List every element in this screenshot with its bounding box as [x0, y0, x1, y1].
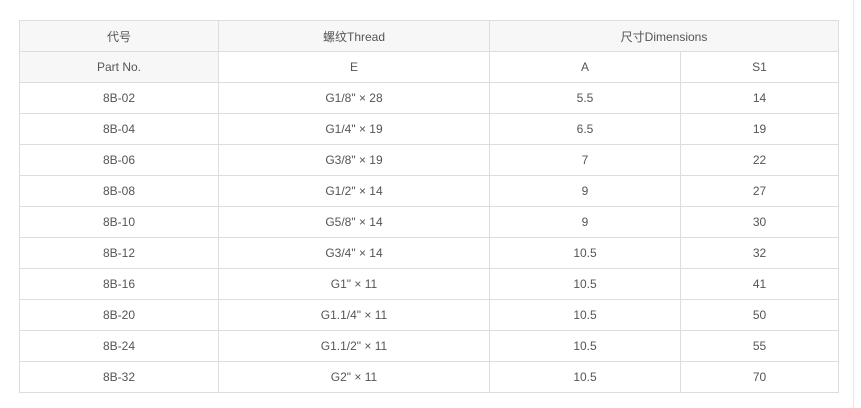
a-cell: 10.5: [489, 361, 681, 393]
s1-cell: 41: [679, 268, 840, 300]
thread-cell: G3/8" × 19: [218, 144, 490, 176]
page-edge: [853, 0, 854, 408]
table-row: 8B-24 G1.1/2" × 11 10.5 55: [19, 330, 840, 362]
part-no-cell: 8B-20: [19, 299, 219, 331]
header-row-2: Part No. E A S1: [19, 51, 840, 83]
a-cell: 9: [489, 175, 681, 207]
header-e: E: [218, 51, 490, 83]
thread-cell: G1.1/4" × 11: [218, 299, 490, 331]
header-part-en: Part No.: [19, 51, 219, 83]
s1-cell: 22: [679, 144, 840, 176]
a-cell: 6.5: [489, 113, 681, 145]
s1-cell: 50: [679, 299, 840, 331]
thread-cell: G3/4" × 14: [218, 237, 490, 269]
header-row-1: 代号 螺纹Thread 尺寸Dimensions: [19, 20, 840, 52]
s1-cell: 32: [679, 237, 840, 269]
a-cell: 9: [489, 206, 681, 238]
table-row: 8B-08 G1/2" × 14 9 27: [19, 175, 840, 207]
header-part-cn: 代号: [19, 20, 219, 52]
a-cell: 7: [489, 144, 681, 176]
thread-cell: G1/4" × 19: [218, 113, 490, 145]
s1-cell: 27: [679, 175, 840, 207]
part-no-cell: 8B-16: [19, 268, 219, 300]
s1-cell: 19: [679, 113, 840, 145]
header-dimensions: 尺寸Dimensions: [488, 20, 840, 52]
header-a: A: [489, 51, 681, 83]
part-no-cell: 8B-12: [19, 237, 219, 269]
table-row: 8B-32 G2" × 11 10.5 70: [19, 361, 840, 393]
header-s1: S1: [679, 51, 840, 83]
header-thread: 螺纹Thread: [218, 20, 490, 52]
table-row: 8B-06 G3/8" × 19 7 22: [19, 144, 840, 176]
table-row: 8B-16 G1" × 11 10.5 41: [19, 268, 840, 300]
table-row: 8B-20 G1.1/4" × 11 10.5 50: [19, 299, 840, 331]
s1-cell: 14: [679, 82, 840, 114]
thread-cell: G5/8" × 14: [218, 206, 490, 238]
part-no-cell: 8B-06: [19, 144, 219, 176]
part-no-cell: 8B-02: [19, 82, 219, 114]
a-cell: 5.5: [489, 82, 681, 114]
table-row: 8B-04 G1/4" × 19 6.5 19: [19, 113, 840, 145]
s1-cell: 30: [679, 206, 840, 238]
part-no-cell: 8B-32: [19, 361, 219, 393]
s1-cell: 70: [679, 361, 840, 393]
a-cell: 10.5: [489, 268, 681, 300]
s1-cell: 55: [679, 330, 840, 362]
thread-cell: G2" × 11: [218, 361, 490, 393]
thread-cell: G1" × 11: [218, 268, 490, 300]
table-row: 8B-12 G3/4" × 14 10.5 32: [19, 237, 840, 269]
a-cell: 10.5: [489, 237, 681, 269]
thread-cell: G1/2" × 14: [218, 175, 490, 207]
thread-cell: G1/8" × 28: [218, 82, 490, 114]
table-row: 8B-10 G5/8" × 14 9 30: [19, 206, 840, 238]
part-no-cell: 8B-24: [19, 330, 219, 362]
a-cell: 10.5: [489, 330, 681, 362]
spec-table: 代号 螺纹Thread 尺寸Dimensions Part No. E A S1…: [19, 20, 840, 393]
table-row: 8B-02 G1/8" × 28 5.5 14: [19, 82, 840, 114]
part-no-cell: 8B-08: [19, 175, 219, 207]
a-cell: 10.5: [489, 299, 681, 331]
part-no-cell: 8B-04: [19, 113, 219, 145]
part-no-cell: 8B-10: [19, 206, 219, 238]
thread-cell: G1.1/2" × 11: [218, 330, 490, 362]
